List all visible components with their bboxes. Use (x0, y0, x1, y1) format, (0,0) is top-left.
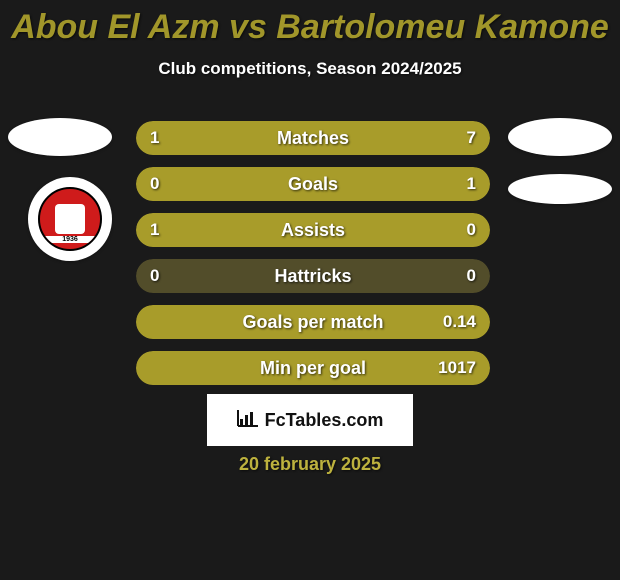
avatar-placeholder-icon (8, 118, 112, 156)
stat-row: 17Matches (136, 121, 490, 155)
stat-label: Matches (136, 121, 490, 155)
stat-label: Min per goal (136, 351, 490, 385)
comparison-card: Abou El Azm vs Bartolomeu Kamone Club co… (0, 0, 620, 580)
avatar-placeholder-icon (508, 118, 612, 156)
stat-row: 01Goals (136, 167, 490, 201)
chart-icon (237, 409, 259, 432)
club-right-placeholder-icon (508, 174, 612, 204)
stats-list: 17Matches 01Goals 10Assists 00Hattricks 0.14… (136, 121, 490, 397)
stat-row: 10Assists (136, 213, 490, 247)
club-crest-icon: 1936 (38, 187, 102, 251)
stat-label: Hattricks (136, 259, 490, 293)
stat-label: Goals (136, 167, 490, 201)
stat-label: Assists (136, 213, 490, 247)
subtitle: Club competitions, Season 2024/2025 (0, 59, 620, 79)
stat-row: 0.14Goals per match (136, 305, 490, 339)
player-left-avatar (8, 118, 112, 156)
stat-row: 1017Min per goal (136, 351, 490, 385)
page-title: Abou El Azm vs Bartolomeu Kamone (0, 0, 620, 47)
club-left-badge: 1936 (28, 177, 112, 261)
date-label: 20 february 2025 (0, 454, 620, 475)
stat-row: 00Hattricks (136, 259, 490, 293)
player-right-avatar (508, 118, 612, 156)
watermark: FcTables.com (207, 394, 413, 446)
club-crest-year: 1936 (40, 236, 100, 243)
stat-label: Goals per match (136, 305, 490, 339)
watermark-text: FcTables.com (265, 410, 384, 431)
